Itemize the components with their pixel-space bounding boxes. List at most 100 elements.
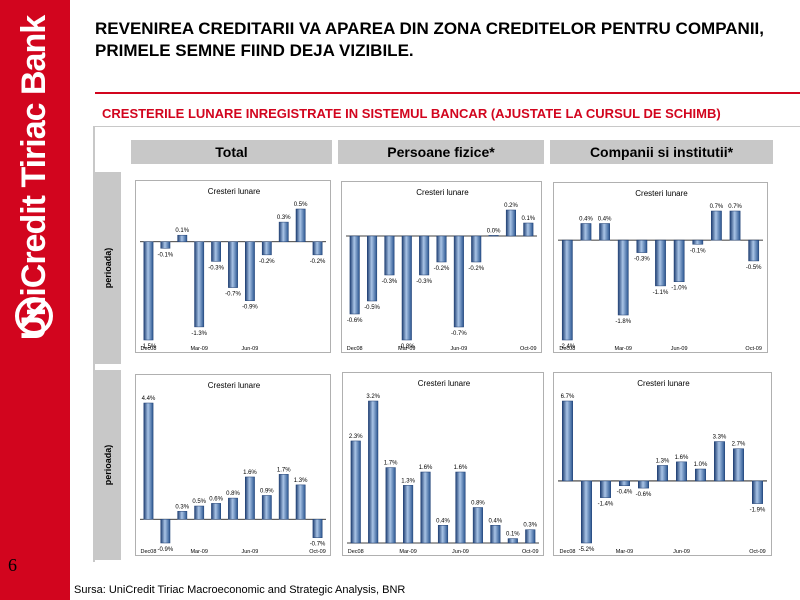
bar	[525, 529, 536, 544]
bar	[420, 471, 431, 544]
x-tick-label: Dec08	[560, 549, 576, 555]
bar-value-label: -0.2%	[259, 259, 275, 265]
bar	[561, 239, 573, 341]
bar	[261, 495, 272, 520]
source-note: Sursa: UniCredit Tiriac Macroeconomic an…	[74, 584, 406, 596]
bar	[729, 210, 741, 241]
bar-value-label: 0.5%	[294, 202, 308, 208]
bar-value-label: 1.3%	[294, 478, 308, 484]
bar-value-label: -0.3%	[382, 279, 398, 285]
bar-value-label: 4.4%	[142, 396, 156, 402]
x-tick-label: Jun-09	[671, 346, 688, 352]
brand-name: UniCredit Tiriac Bank	[15, 15, 53, 340]
bar	[312, 241, 323, 256]
bar-value-label: -1.8%	[615, 319, 631, 325]
x-tick-label: Mar-09	[616, 549, 633, 555]
bar	[228, 497, 238, 520]
x-tick-label: Oct-09	[745, 346, 762, 352]
chart-persoane-row1: Cresteri lunare -0.6% -0.5% -0.3% -0.8% -0.3%…	[341, 181, 542, 353]
bar	[733, 448, 744, 482]
bar-value-label: 0.7%	[710, 204, 724, 210]
bar	[403, 485, 414, 544]
bar	[695, 468, 706, 482]
bar-value-label: 0.4%	[579, 216, 593, 222]
bar-value-label: 0.8%	[471, 501, 485, 507]
bar	[562, 400, 573, 482]
bar	[384, 235, 395, 276]
bar-chart: Cresteri lunare 6.7% -5.2% -1.4%-0.4% -0.6% 1…	[558, 379, 767, 555]
x-tick-label: Oct-09	[522, 549, 539, 555]
bar	[453, 235, 464, 328]
bar-value-label: -0.9%	[158, 547, 174, 553]
bar	[160, 241, 171, 249]
bar-value-label: 0.0%	[487, 228, 501, 234]
bar-value-label: 0.9%	[260, 488, 274, 494]
row-label-1: perioada)	[95, 172, 121, 364]
bar	[401, 235, 412, 341]
x-tick-label: Oct-09	[749, 549, 766, 555]
bar	[673, 239, 685, 282]
bar-value-label: 1.6%	[675, 455, 689, 461]
bar-value-label: -0.2%	[310, 259, 326, 265]
bar	[636, 239, 648, 253]
bar	[580, 223, 592, 241]
chart-title: Cresteri lunare	[416, 188, 469, 197]
bar-value-label: -0.7%	[225, 292, 241, 298]
bar	[211, 503, 221, 520]
row-label-2: perioada)	[95, 370, 121, 560]
x-tick-label: Dec08	[559, 346, 575, 352]
bar-chart: Cresteri lunare -1.5% -0.1% 0.1% -1.3% -0.3% -…	[140, 187, 326, 352]
column-header-companii: Companii si institutii*	[550, 140, 773, 164]
bar-value-label: 1.6%	[454, 465, 468, 471]
bar-value-label: 2.7%	[732, 442, 746, 448]
bar-value-label: 0.4%	[489, 518, 503, 524]
bar-value-label: 0.1%	[175, 228, 189, 234]
bar	[368, 400, 379, 544]
bar-value-label: -1.3%	[191, 331, 207, 337]
bar-value-label: 1.7%	[384, 461, 398, 467]
bar	[436, 235, 447, 263]
bar-chart: Cresteri lunare 2.3% 3.2% 1.7% 1.3% 1.6% 0.4% 1…	[347, 379, 539, 555]
bar	[367, 235, 378, 302]
bar	[692, 239, 704, 245]
title-divider	[95, 92, 800, 94]
bar	[278, 474, 289, 520]
bar-value-label: 0.3%	[523, 523, 537, 529]
bar-value-label: 3.2%	[366, 394, 380, 400]
bar-value-label: -0.6%	[636, 492, 652, 498]
brand-sidebar: UniCredit Tiriac Bank 6	[0, 0, 70, 600]
bar-value-label: -0.7%	[451, 331, 467, 337]
grid-left-line	[93, 126, 95, 562]
bar-value-label: 1.3%	[656, 458, 670, 464]
bar	[676, 461, 687, 482]
bar	[295, 484, 306, 520]
bar-value-label: -0.2%	[434, 266, 450, 272]
bar	[211, 241, 221, 262]
bar-value-label: 0.1%	[521, 216, 535, 222]
bar-value-label: -0.4%	[617, 490, 633, 496]
bar	[655, 239, 666, 287]
bar	[523, 222, 534, 237]
bar	[245, 241, 255, 301]
bar-value-label: 3.3%	[713, 435, 727, 441]
bar	[177, 234, 188, 243]
bar	[312, 518, 323, 538]
x-tick-label: Mar-09	[190, 346, 207, 352]
bar	[194, 241, 205, 328]
bar	[160, 518, 171, 544]
chart-title: Cresteri lunare	[418, 379, 471, 388]
x-tick-label: Jun-09	[241, 549, 258, 555]
chart-companii-row1: Cresteri lunare -2.4% 0.4% 0.4% -1.8% -0.3% -1…	[553, 182, 768, 353]
x-tick-label: Dec08	[348, 549, 364, 555]
bar-value-label: -0.6%	[347, 318, 363, 324]
bar-value-label: 1.3%	[401, 478, 415, 484]
x-tick-label: Mar-09	[399, 549, 416, 555]
x-tick-label: Mar-09	[190, 549, 207, 555]
bar-value-label: -0.2%	[468, 266, 484, 272]
x-tick-label: Jun-09	[450, 346, 467, 352]
bar-chart: Cresteri lunare -0.6% -0.5% -0.3% -0.8% -0.3%…	[346, 188, 537, 352]
grid-top-line	[93, 126, 800, 127]
chart-total-row1: Cresteri lunare -1.5% -0.1% 0.1% -1.3% -0.3% -…	[135, 180, 331, 353]
bar-value-label: -0.1%	[158, 252, 174, 258]
bar-value-label: 1.7%	[277, 467, 291, 473]
